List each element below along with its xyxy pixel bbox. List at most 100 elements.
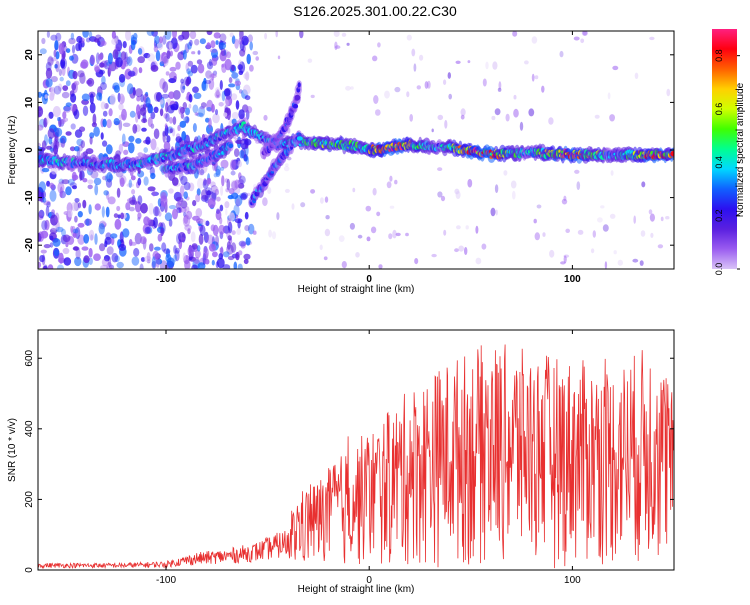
noise-blob [222, 264, 231, 269]
noise-blob [437, 167, 443, 172]
noise-blob [240, 193, 248, 201]
noise-blob [196, 218, 204, 224]
noise-blob [444, 119, 448, 129]
noise-blob [613, 250, 617, 255]
noise-blob [168, 42, 172, 50]
noise-blob [130, 40, 136, 51]
y-tick-label: 20 [24, 49, 35, 61]
spectrogram-x-axis-label: Height of straight line (km) [298, 284, 415, 295]
noise-blob [151, 261, 157, 269]
noise-blob [563, 195, 567, 201]
noise-blob [100, 40, 107, 46]
noise-blob [211, 57, 218, 66]
noise-blob [197, 50, 201, 55]
noise-blob [41, 220, 48, 231]
noise-blob [648, 209, 653, 215]
noise-blob [590, 248, 595, 254]
noise-blob [187, 245, 194, 257]
noise-blob [319, 244, 323, 251]
noise-blob [182, 49, 187, 60]
noise-blob [592, 230, 596, 238]
noise-blob [431, 253, 437, 258]
noise-blob [249, 64, 254, 72]
noise-blob [38, 212, 42, 219]
noise-blob [513, 108, 519, 118]
noise-blob [197, 63, 205, 74]
noise-blob [216, 89, 220, 98]
noise-blob [215, 165, 221, 176]
noise-blob [38, 209, 45, 219]
noise-blob [62, 247, 70, 255]
noise-blob [93, 253, 101, 261]
noise-blob [48, 111, 54, 119]
noise-blob [392, 229, 397, 239]
noise-blob [234, 179, 240, 189]
noise-blob [135, 111, 139, 123]
noise-blob [87, 77, 95, 87]
noise-blob [177, 51, 185, 61]
noise-blob [137, 48, 143, 55]
noise-blob [219, 247, 224, 254]
noise-blob [47, 128, 55, 140]
noise-blob [183, 191, 188, 199]
noise-blob [46, 114, 50, 124]
noise-blob [60, 135, 67, 144]
noise-blob [54, 127, 63, 137]
noise-blob [373, 95, 379, 104]
noise-blob [105, 232, 112, 241]
noise-blob [160, 195, 168, 208]
noise-blob [153, 206, 160, 217]
noise-blob [223, 251, 230, 258]
noise-blob [416, 85, 421, 90]
noise-blob [102, 118, 107, 128]
branch-b-core [297, 82, 301, 88]
noise-blob [158, 36, 163, 44]
noise-blob [72, 231, 77, 238]
noise-blob [255, 56, 259, 61]
noise-blob [208, 78, 215, 90]
noise-blob [234, 148, 240, 158]
noise-blob [77, 211, 83, 218]
noise-blob [93, 126, 100, 137]
noise-blob [180, 200, 188, 209]
noise-blob [154, 246, 161, 251]
noise-blob [275, 31, 278, 38]
noise-blob [244, 225, 250, 232]
noise-blob [173, 254, 177, 262]
noise-blob [580, 38, 585, 44]
noise-blob [40, 190, 47, 199]
noise-blob [188, 93, 193, 103]
noise-blob [192, 123, 197, 133]
noise-blob [58, 43, 65, 55]
noise-blob [414, 258, 419, 265]
noise-blob [224, 99, 229, 107]
noise-blob [131, 256, 140, 266]
noise-blob [73, 80, 80, 86]
noise-blob [128, 135, 135, 142]
noise-blob [210, 40, 216, 49]
noise-blob [262, 197, 268, 207]
noise-blob [563, 255, 567, 264]
noise-blob [153, 45, 159, 53]
noise-blob [118, 243, 127, 251]
noise-blob [196, 59, 203, 65]
noise-blob [129, 199, 138, 206]
noise-blob [58, 252, 64, 264]
snr-frame [37, 329, 675, 571]
noise-blob [98, 223, 105, 235]
noise-blob [241, 140, 245, 144]
noise-blob [231, 111, 239, 120]
noise-blob [96, 92, 102, 101]
noise-blob [61, 179, 70, 185]
noise-blob [159, 108, 164, 117]
noise-blob [238, 37, 243, 45]
noise-blob [50, 86, 56, 98]
noise-blob [169, 66, 177, 72]
noise-blob [55, 226, 64, 233]
noise-blob [122, 41, 127, 49]
noise-blob [69, 104, 78, 112]
noise-blob [184, 206, 190, 213]
noise-blob [582, 31, 588, 36]
noise-blob [455, 60, 461, 64]
